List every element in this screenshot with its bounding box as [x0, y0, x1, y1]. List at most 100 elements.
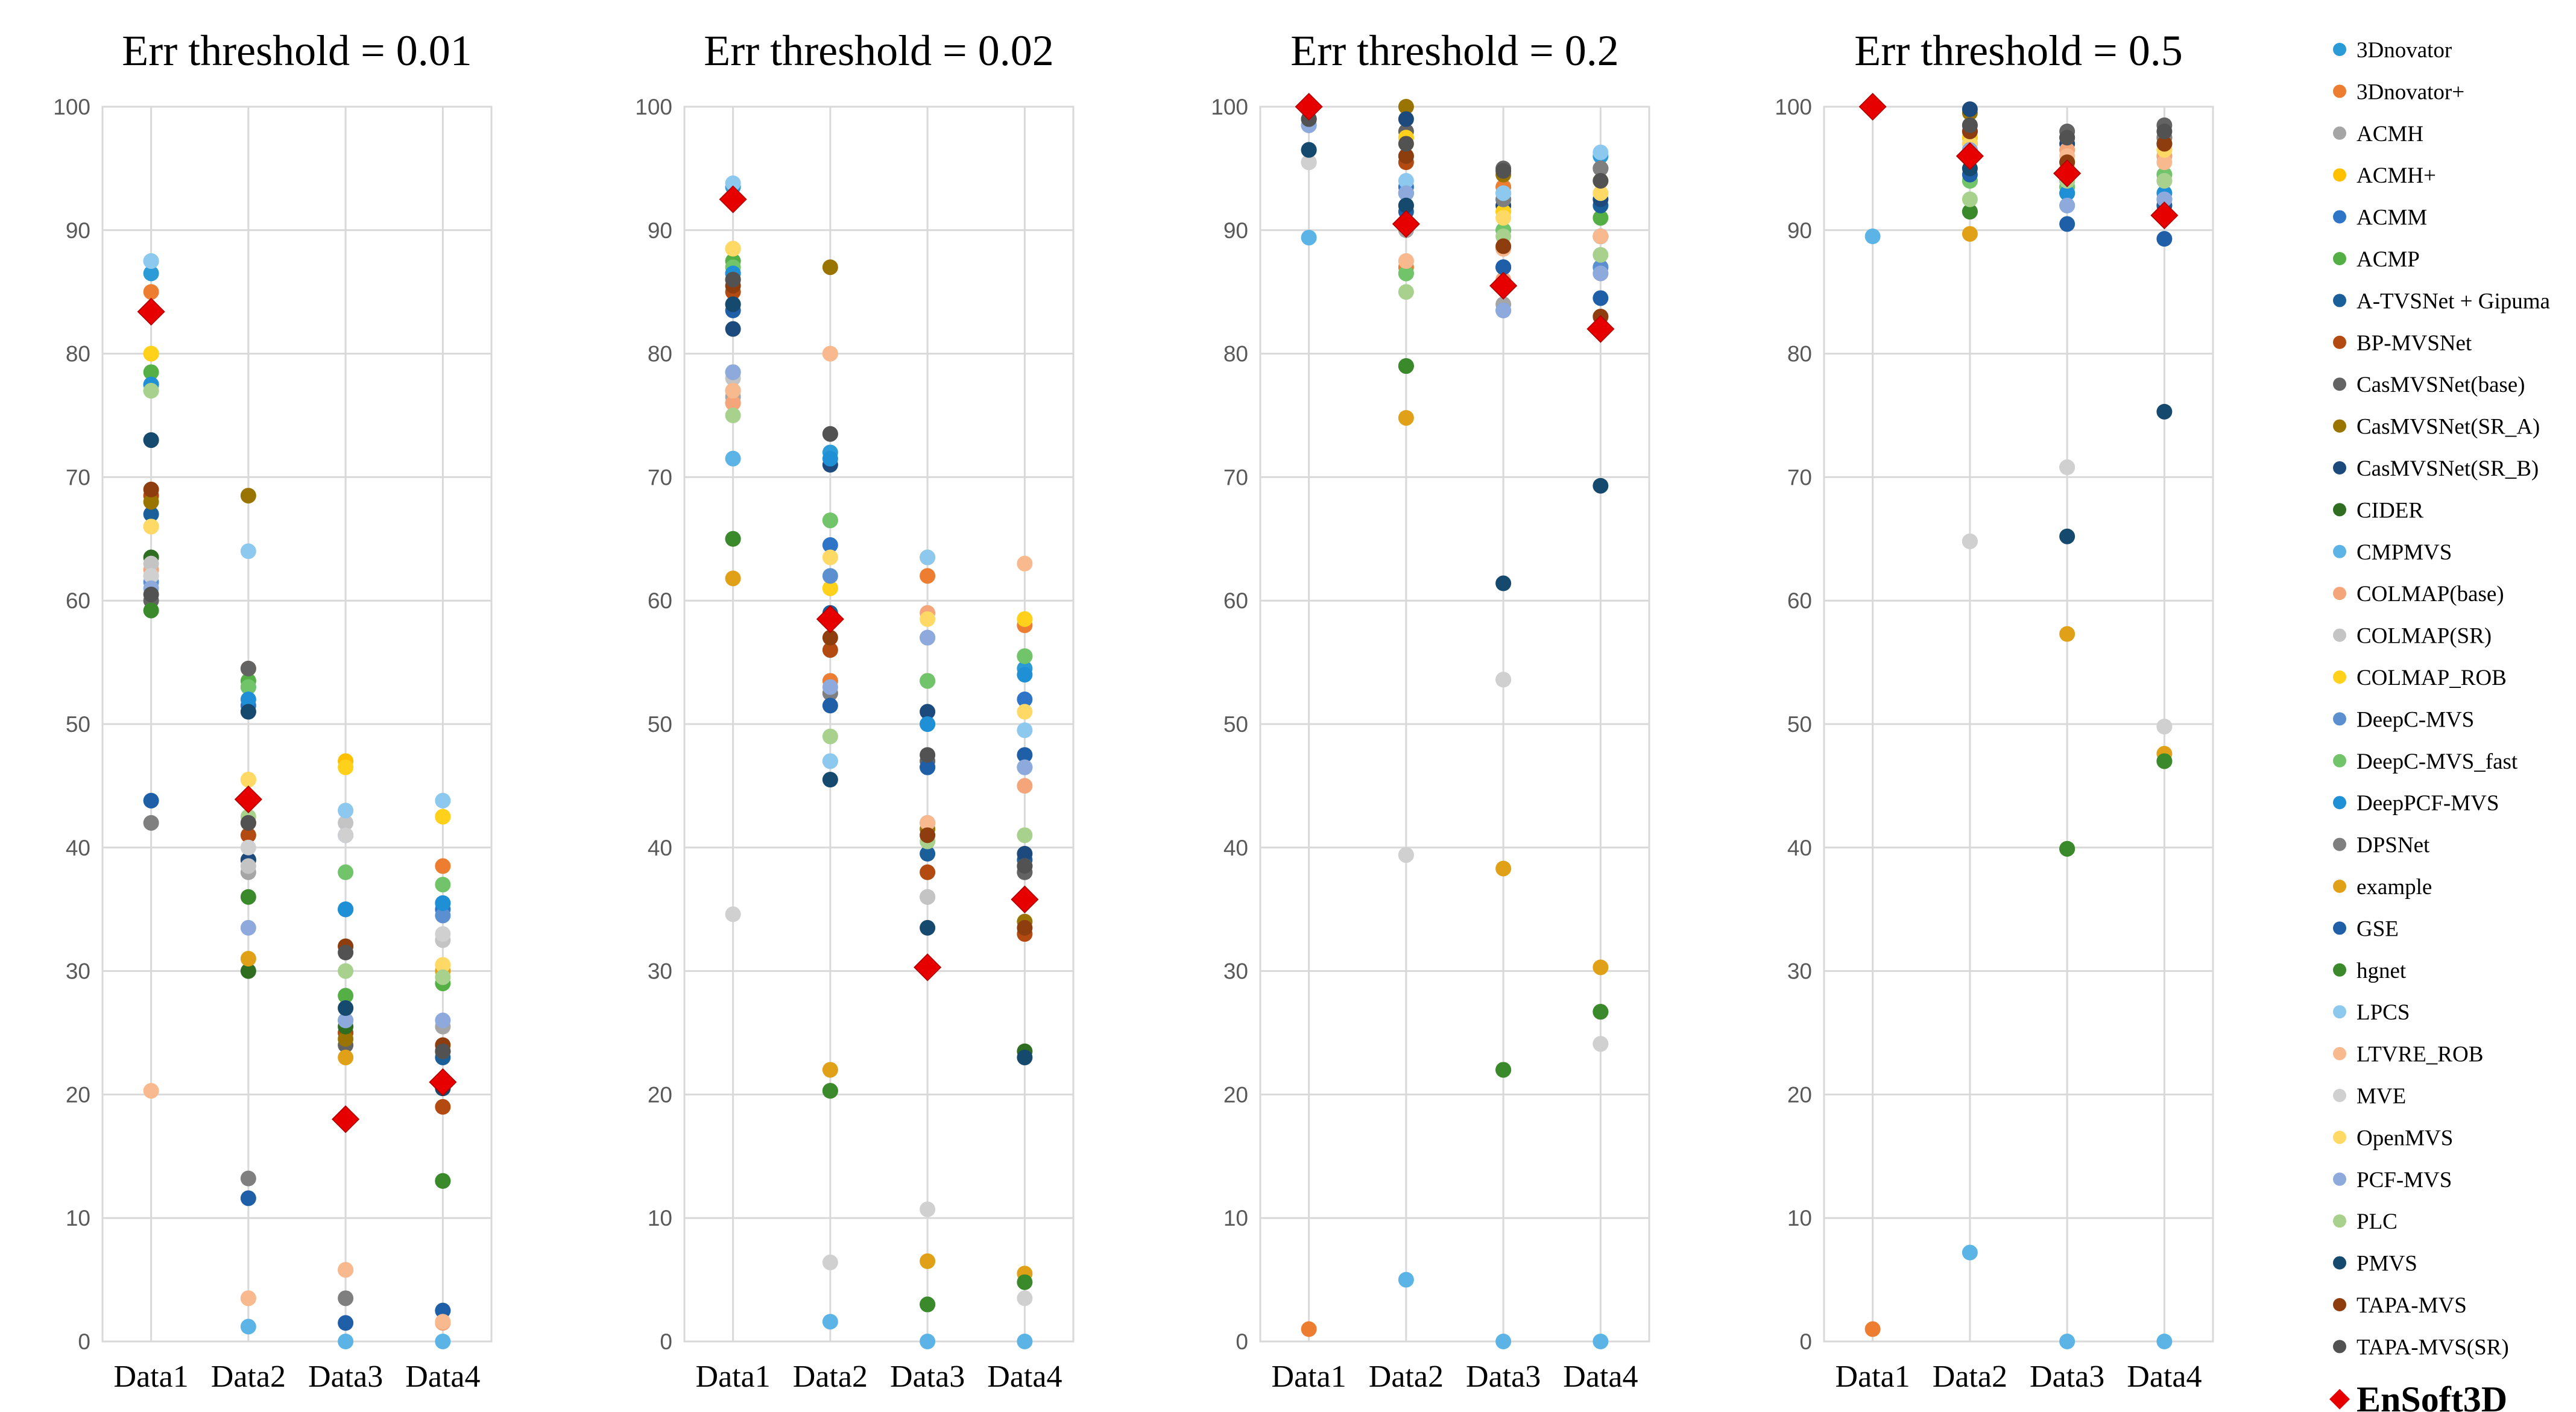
point-tapa-mvs	[1398, 148, 1414, 164]
y-tick-label: 70	[1787, 465, 1812, 490]
point-deeppcf-mvs	[338, 901, 354, 918]
legend-marker-acmh	[2333, 126, 2346, 140]
point-tapa-mvs-sr	[240, 815, 256, 831]
point-ensoft3d	[429, 1068, 457, 1096]
point-pmvs	[240, 704, 256, 720]
point-ensoft3d	[137, 297, 165, 326]
legend-label-ltvre-rob: LTVRE_ROB	[2357, 1042, 2483, 1067]
panel-title: Err threshold = 0.01	[122, 27, 472, 75]
point-hgnet	[1398, 358, 1414, 374]
legend-marker-casmvsnet-sr-b	[2333, 461, 2346, 474]
x-category-label: Data1	[696, 1360, 771, 1394]
legend-marker-acmm	[2333, 210, 2346, 224]
point-gse	[435, 1302, 451, 1319]
legend-label-acmm: ACMM	[2357, 206, 2427, 230]
point-mve	[1593, 1036, 1609, 1052]
point-tapa-mvs-sr	[143, 586, 159, 602]
point-pcf-mvs	[1017, 759, 1033, 775]
x-category-label: Data1	[114, 1360, 189, 1394]
point-deeppcf-mvs	[1017, 667, 1033, 683]
panel-2: Err threshold = 0.02 0 10 20 30 40 50 60 70 80 90 1…	[635, 27, 1075, 1394]
point-pcf-mvs	[822, 679, 838, 695]
point-pmvs	[1495, 575, 1512, 591]
point-pcf-mvs	[2156, 191, 2173, 207]
point-ltvre-rob	[1593, 229, 1609, 245]
point-pcf-mvs	[2059, 197, 2076, 213]
point-gse	[1593, 290, 1609, 306]
legend-label-colmap-sr: COLMAP(SR)	[2357, 624, 2492, 649]
point-lpcs	[822, 753, 838, 769]
point-dpsnet	[143, 815, 159, 831]
point-cmpmvs	[1962, 1244, 1978, 1261]
y-tick-label: 100	[1211, 95, 1248, 119]
point-example	[1398, 410, 1414, 426]
point-openmvs	[143, 518, 159, 535]
y-tick-label: 0	[1236, 1329, 1248, 1354]
point-casmvsnet-sr-b	[1962, 101, 1978, 118]
point-gse	[338, 1315, 354, 1331]
legend-label-casmvsnet-sr-a: CasMVSNet(SR_A)	[2357, 415, 2540, 440]
point-example	[1593, 959, 1609, 975]
legend-label-deepc-mvs: DeepC-MVS	[2357, 707, 2474, 732]
point-bp-mvsnet	[240, 827, 256, 843]
point-example	[2059, 626, 2076, 642]
point-ltvre-rob	[822, 345, 838, 362]
legend-label-hgnet: hgnet	[2357, 959, 2407, 983]
legend-label-cmpmvs: CMPMVS	[2357, 540, 2452, 565]
point-pmvs	[822, 772, 838, 788]
point-openmvs	[920, 611, 936, 627]
legend-marker-deeppcf-mvs	[2333, 796, 2346, 810]
legend-marker-acmp	[2333, 252, 2346, 265]
legend-marker-colmap-sr	[2333, 628, 2346, 642]
point-pmvs	[2059, 528, 2076, 544]
point-hgnet	[2059, 840, 2076, 857]
point-casmvsnet-sr-a	[338, 1031, 354, 1047]
y-tick-label: 50	[1787, 712, 1812, 737]
point-tapa-mvs-sr	[725, 271, 741, 288]
y-tick-label: 30	[1787, 959, 1812, 984]
point-bp-mvsnet	[435, 1098, 451, 1115]
point-ensoft3d	[1586, 315, 1615, 343]
point-cmpmvs	[1593, 1334, 1609, 1349]
legend-marker-colmap-rob	[2333, 670, 2346, 684]
point-casmvsnet-sr-a	[143, 494, 159, 510]
x-category-label: Data1	[1272, 1360, 1346, 1394]
point-pmvs	[143, 432, 159, 448]
legend-label-casmvsnet-base: CasMVSNet(base)	[2357, 373, 2525, 397]
legend-label-plc: PLC	[2357, 1209, 2398, 1234]
point-ltvre-rob	[240, 1290, 256, 1306]
point-dpsnet	[338, 1290, 354, 1306]
point-3dnovator	[1301, 1321, 1317, 1337]
y-tick-label: 80	[1223, 342, 1248, 367]
point-colmap-rob	[822, 580, 838, 596]
point-tapa-mvs-sr	[2156, 123, 2173, 139]
point-tapa-mvs-sr	[435, 1043, 451, 1059]
legend-marker-casmvsnet-base	[2333, 377, 2346, 391]
y-tick-label: 80	[1787, 342, 1812, 367]
x-category-label: Data3	[1466, 1360, 1541, 1394]
legend-label-bp-mvsnet: BP-MVSNet	[2357, 331, 2472, 356]
legend-marker-deepc-mvs	[2333, 712, 2346, 726]
panel-4: Err threshold = 0.5 0 10 20 30 40 50 60 70 80 90 10…	[1775, 27, 2214, 1394]
legend-label-a-tvsnet-gipuma: A-TVSNet + Gipuma	[2357, 289, 2550, 314]
point-openmvs	[725, 241, 741, 257]
point-tapa-mvs	[1495, 238, 1512, 254]
point-casmvsnet-sr-b	[920, 704, 936, 720]
point-openmvs	[1017, 704, 1033, 720]
plot-frame	[1823, 106, 2214, 1343]
x-category-label: Data4	[987, 1360, 1062, 1394]
legend-label-example: example	[2357, 875, 2432, 900]
y-tick-label: 20	[648, 1082, 672, 1107]
y-tick-label: 10	[1787, 1206, 1812, 1231]
point-acmp	[143, 364, 159, 380]
point-ltvre-rob	[1017, 555, 1033, 572]
point-lpcs	[1398, 172, 1414, 189]
point-colmap-rob	[143, 345, 159, 362]
legend-marker-a-tvsnet-gipuma	[2333, 294, 2346, 307]
point-hgnet	[822, 1083, 838, 1099]
legend-marker-tapa-mvs	[2333, 1298, 2346, 1311]
legend-label-3dnovator: 3Dnovator	[2357, 38, 2452, 63]
point-pmvs	[1398, 197, 1414, 213]
point-ensoft3d	[2053, 159, 2082, 188]
